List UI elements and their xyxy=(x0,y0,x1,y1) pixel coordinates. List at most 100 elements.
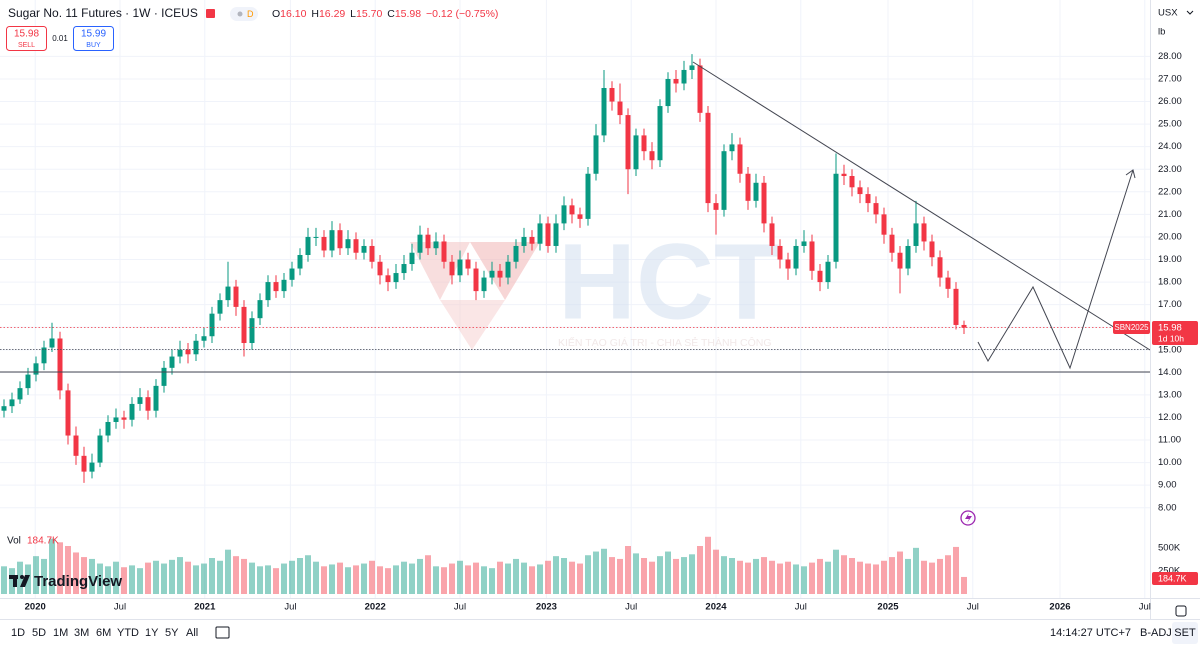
adjust-button[interactable]: B-ADJ xyxy=(1140,627,1172,639)
candle-body xyxy=(273,282,279,292)
y-tick-label: 28.00 xyxy=(1158,51,1182,62)
volume-bar xyxy=(201,563,207,594)
calendar-icon[interactable] xyxy=(215,626,230,639)
x-tick-label: Jul xyxy=(284,602,296,613)
contract-label: SBN2025 xyxy=(1114,323,1149,332)
volume-bar xyxy=(305,555,311,594)
volume-bar xyxy=(585,555,591,594)
event-icon[interactable] xyxy=(960,510,976,526)
range-button[interactable]: 5Y xyxy=(165,627,179,639)
candle-body xyxy=(537,223,543,244)
candle-body xyxy=(897,252,903,269)
candle-body xyxy=(817,270,823,283)
sell-button[interactable] xyxy=(6,26,47,51)
flag-pill xyxy=(230,7,258,21)
ohlc-key: H xyxy=(311,8,319,20)
volume-bar xyxy=(529,566,535,594)
volume-bar xyxy=(377,566,383,594)
candle-body xyxy=(57,338,63,391)
exchange-icon xyxy=(206,9,215,18)
volume-bar xyxy=(905,558,911,594)
candle-body xyxy=(737,144,743,174)
volume-bar xyxy=(721,556,727,594)
session-button-bg xyxy=(1172,622,1198,644)
volume-bar xyxy=(129,565,135,594)
trend-line xyxy=(692,61,1151,351)
candle-body xyxy=(97,435,103,463)
ohlc-key: O xyxy=(272,8,280,20)
volume-bar xyxy=(673,558,679,594)
volume-bar xyxy=(49,538,55,594)
volume-bar xyxy=(401,561,407,594)
session-button[interactable]: SET xyxy=(1174,627,1196,639)
watermark-brand: HCT xyxy=(558,221,780,342)
range-button[interactable]: 1M xyxy=(53,627,68,639)
candle-body xyxy=(873,203,879,215)
y-tick-label: 25.00 xyxy=(1158,119,1182,130)
last-price: 15.98 xyxy=(1158,323,1182,334)
candle-body xyxy=(825,261,831,283)
volume-bar xyxy=(1,566,7,594)
volume-bar xyxy=(337,562,343,594)
candle-body xyxy=(585,173,591,219)
candle-body xyxy=(73,435,79,456)
x-tick-label: 2025 xyxy=(877,602,899,613)
candle-body xyxy=(505,261,511,278)
candle-body xyxy=(105,421,111,436)
watermark-logo xyxy=(440,300,505,350)
buy-button[interactable] xyxy=(73,26,114,51)
y-tick-label: 27.00 xyxy=(1158,73,1182,84)
volume-bar xyxy=(329,564,335,594)
currency[interactable]: USX xyxy=(1158,8,1178,19)
candle-body xyxy=(569,205,575,215)
watermark-slogan: KIẾN TẠO GIÁ TRỊ - CHIA SẺ THÀNH CÔNG xyxy=(558,336,772,349)
volume-bar xyxy=(769,560,775,594)
candle-body xyxy=(217,300,223,314)
volume-bar xyxy=(353,565,359,594)
volume-bar xyxy=(929,562,935,594)
volume-bar xyxy=(9,568,15,594)
volume-bar xyxy=(737,560,743,594)
y-tick-label: 17.00 xyxy=(1158,299,1182,310)
range-button[interactable]: 6M xyxy=(96,627,111,639)
candle-body xyxy=(337,230,343,249)
candle-body xyxy=(385,275,391,283)
flag: D xyxy=(247,9,254,19)
event-icon xyxy=(965,513,972,523)
volume-bar xyxy=(553,556,559,594)
range-button[interactable]: All xyxy=(186,627,198,639)
range-button[interactable]: 5D xyxy=(32,627,46,639)
range-button[interactable]: 3M xyxy=(74,627,89,639)
candle-body xyxy=(329,230,335,251)
volume-bar xyxy=(681,557,687,594)
x-tick-label: Jul xyxy=(967,602,979,613)
volume-bar xyxy=(753,558,759,594)
candle-body xyxy=(729,144,735,152)
ohlc: O16.10 H16.29 L15.70 C15.98 −0.12 (−0.75… xyxy=(272,8,498,20)
x-tick-label: Jul xyxy=(795,602,807,613)
candles xyxy=(0,54,1150,483)
volume-bar xyxy=(321,566,327,594)
candle-body xyxy=(137,397,143,404)
candle-body xyxy=(25,374,31,389)
volume-bar xyxy=(209,558,215,594)
buy-label: BUY xyxy=(86,42,101,49)
x-tick-label: Jul xyxy=(1139,602,1151,613)
candle-body xyxy=(777,245,783,260)
volume-bar xyxy=(705,536,711,594)
range-button[interactable]: 1D xyxy=(11,627,25,639)
range-button[interactable]: 1Y xyxy=(145,627,159,639)
volume-bar xyxy=(385,568,391,594)
clock: 14:14:27 UTC+7 xyxy=(1050,627,1131,639)
candle-body xyxy=(401,264,407,274)
volume-bar xyxy=(281,563,287,594)
candle-body xyxy=(753,182,759,201)
range-button[interactable]: YTD xyxy=(117,627,139,639)
candle-body xyxy=(673,78,679,84)
buy-price: 15.99 xyxy=(81,29,106,40)
tradingview-logo: TradingView xyxy=(9,573,122,590)
settings-icon[interactable] xyxy=(1175,605,1187,617)
candle-body xyxy=(153,385,159,411)
volume-bar xyxy=(289,560,295,594)
volume-bar xyxy=(65,546,71,594)
